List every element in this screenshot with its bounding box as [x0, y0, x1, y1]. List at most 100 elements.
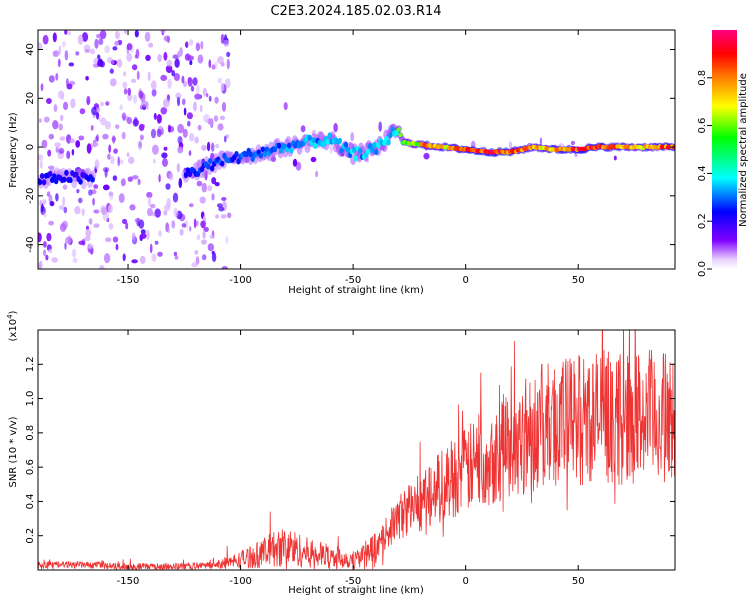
- spectrogram-cell: [43, 249, 47, 257]
- spectrogram-cell: [181, 75, 185, 84]
- spectrogram-cell: [122, 253, 126, 262]
- spectrogram-cell: [152, 144, 159, 155]
- spectrogram-cell: [613, 155, 617, 161]
- y-tick-label: 20: [25, 92, 36, 105]
- ridge-cell: [210, 165, 215, 172]
- spectrogram-cell: [193, 218, 197, 229]
- ridge-cell: [287, 142, 292, 149]
- spectrogram-cell: [112, 135, 116, 144]
- ridge-cell: [376, 142, 381, 149]
- ridge-cell: [353, 155, 359, 162]
- spectrogram-cell: [126, 52, 132, 62]
- spectrogram-cell: [104, 167, 108, 178]
- spectrogram-cell: [163, 210, 168, 216]
- spectrogram-cell: [109, 68, 114, 74]
- spectrogram-cell: [189, 60, 193, 66]
- spectrogram-cell: [59, 136, 66, 141]
- spectrogram-cell: [140, 233, 147, 239]
- spectrogram-cell: [79, 108, 86, 115]
- spectrogram-cell: [72, 257, 78, 263]
- spectrogram-cell: [132, 118, 139, 127]
- y-tick-label: 0.6: [25, 459, 36, 475]
- spectrogram-cell: [123, 88, 128, 95]
- spectrogram-cell: [206, 141, 211, 152]
- spectrogram-cell: [220, 62, 225, 67]
- spectrogram-cell: [208, 59, 212, 69]
- spectrogram-cell: [315, 170, 318, 178]
- ridge-cell: [48, 170, 53, 177]
- spectrogram-cell: [197, 54, 204, 64]
- spectrogram-cell: [49, 201, 55, 207]
- spectrogram-cell: [58, 123, 63, 131]
- spectrogram-cell: [182, 128, 188, 138]
- ridge-cell: [183, 172, 189, 179]
- spectrogram-cell: [220, 82, 225, 92]
- spectrogram-cell: [157, 251, 163, 257]
- spectrogram-cell: [108, 223, 114, 230]
- spectrogram-cell: [292, 158, 298, 167]
- colorbar: 0.0 0.2 0.4 0.6 0.8 Normalized spectral ampl…: [697, 30, 749, 277]
- ridge-cell: [234, 151, 239, 157]
- spectrogram-cell: [100, 117, 107, 126]
- ridge-cell: [220, 160, 225, 167]
- spectrogram-cell: [58, 147, 65, 154]
- spectrogram-cell: [108, 204, 113, 214]
- spectrogram-cell: [119, 104, 123, 110]
- spectrogram-cell: [192, 77, 198, 86]
- spectrogram-cell: [71, 149, 75, 156]
- spectrogram-cell: [112, 236, 119, 243]
- spectrogram-y-ticks: -40 -20 0 20 40: [25, 43, 675, 253]
- spectrogram-cell: [211, 142, 215, 152]
- spectrogram-cell: [63, 206, 68, 214]
- spectrogram-cell: [78, 135, 85, 141]
- spectrogram-cell: [114, 30, 120, 40]
- spectrogram-cell: [99, 265, 105, 269]
- x-tick-label: -100: [229, 275, 252, 286]
- spectrogram-cell: [93, 184, 99, 189]
- spectrogram-cell: [131, 232, 136, 241]
- spectrogram-cell: [207, 185, 213, 192]
- spectrogram-cell: [221, 197, 227, 201]
- spectrogram-cell: [105, 237, 112, 242]
- spectrogram-cell: [160, 107, 168, 115]
- spectrogram-cell: [39, 200, 43, 207]
- spectrogram-cell: [194, 250, 199, 255]
- colorbar-label: Normalized spectral amplitude: [738, 73, 749, 227]
- spectrogram-cell: [38, 154, 44, 161]
- spectrogram-cell: [69, 138, 75, 144]
- ridge-cell: [343, 141, 349, 148]
- ridge-cell: [260, 146, 266, 153]
- spectrogram-cell: [222, 101, 226, 112]
- spectrogram-cell: [168, 126, 175, 133]
- spectrogram-cell: [86, 95, 91, 106]
- spectrogram-panel: -150 -100 -50 0 50 -40 -20 0 20 40 Height of str…: [8, 29, 676, 296]
- spectrogram-cell: [185, 41, 189, 48]
- spectrogram-cell: [67, 31, 72, 36]
- colorbar-tick-label: 0.6: [697, 118, 708, 134]
- spectrogram-cell: [219, 115, 226, 121]
- spectrogram-cell: [177, 146, 184, 154]
- spectrogram-cell: [85, 76, 89, 81]
- spectrogram-cell: [129, 204, 136, 211]
- spectrogram-cell: [196, 220, 199, 227]
- spectrogram-cell: [152, 159, 156, 164]
- ridge-cell: [370, 147, 375, 153]
- spectrogram-cell: [194, 93, 201, 100]
- y-tick-label: 0.8: [25, 425, 36, 441]
- spectrogram-cell: [61, 91, 64, 101]
- spectrogram-cell: [183, 107, 187, 116]
- spectrogram-cell: [151, 80, 157, 90]
- spectrogram-cell: [163, 99, 167, 108]
- spectrogram-cell: [151, 88, 157, 97]
- spectrogram-cell: [61, 220, 68, 230]
- spectrogram-cell: [213, 115, 219, 122]
- ridge-cell: [321, 141, 326, 148]
- ridge-cell: [327, 132, 332, 139]
- ridge-cell: [398, 132, 403, 138]
- spectrogram-cell: [122, 81, 128, 89]
- spectrogram-cell: [163, 204, 171, 212]
- spectrogram-cell: [51, 257, 58, 263]
- spectrogram-cell: [214, 61, 218, 70]
- spectrogram-cell: [131, 78, 137, 83]
- spectrogram-cell: [63, 101, 68, 111]
